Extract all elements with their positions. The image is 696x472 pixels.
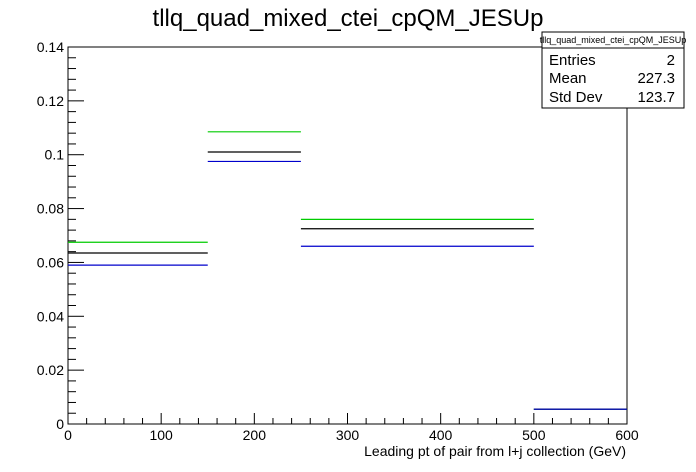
y-tick-label: 0.02 [37,362,64,378]
stats-box-frame [541,31,685,109]
y-axis: 0 0.02 0.04 0.06 0.08 0.1 0.12 0.14 [37,39,84,432]
y-tick-label: 0.04 [37,308,64,324]
stats-box: tllq_quad_mixed_ctei_cpQM_JESUp Entries … [540,31,687,109]
x-tick-label: 0 [64,427,72,443]
x-tick-label: 200 [243,427,267,443]
x-tick-label: 400 [429,427,453,443]
y-tick-label: 0.1 [45,147,65,163]
stats-box-title: tllq_quad_mixed_ctei_cpQM_JESUp [540,35,687,45]
stats-mean-label: Mean [549,70,587,87]
series-1 [68,151,627,410]
x-tick-label: 500 [522,427,546,443]
stats-stddev-value: 123.7 [637,89,675,106]
x-tick-label: 600 [615,427,639,443]
stats-mean-value: 227.3 [637,70,675,87]
y-tick-label: 0.14 [37,39,64,55]
stats-entries-value: 2 [667,52,675,69]
series-0 [68,131,627,410]
y-tick-label: 0 [56,416,64,432]
x-axis: 0 100 200 300 400 500 600 [64,413,639,443]
y-tick-label: 0.08 [37,201,64,217]
stats-stddev-label: Std Dev [549,89,603,106]
chart-title: tllq_quad_mixed_ctei_cpQM_JESUp [153,5,544,32]
y-tick-label: 0.06 [37,254,64,270]
x-tick-label: 100 [149,427,173,443]
series-layer [68,131,627,410]
x-axis-label: Leading pt of pair from l+j collection (… [364,443,626,459]
y-tick-label: 0.12 [37,93,64,109]
series-2 [68,160,627,410]
stats-entries-label: Entries [549,52,596,69]
x-tick-label: 300 [336,427,360,443]
